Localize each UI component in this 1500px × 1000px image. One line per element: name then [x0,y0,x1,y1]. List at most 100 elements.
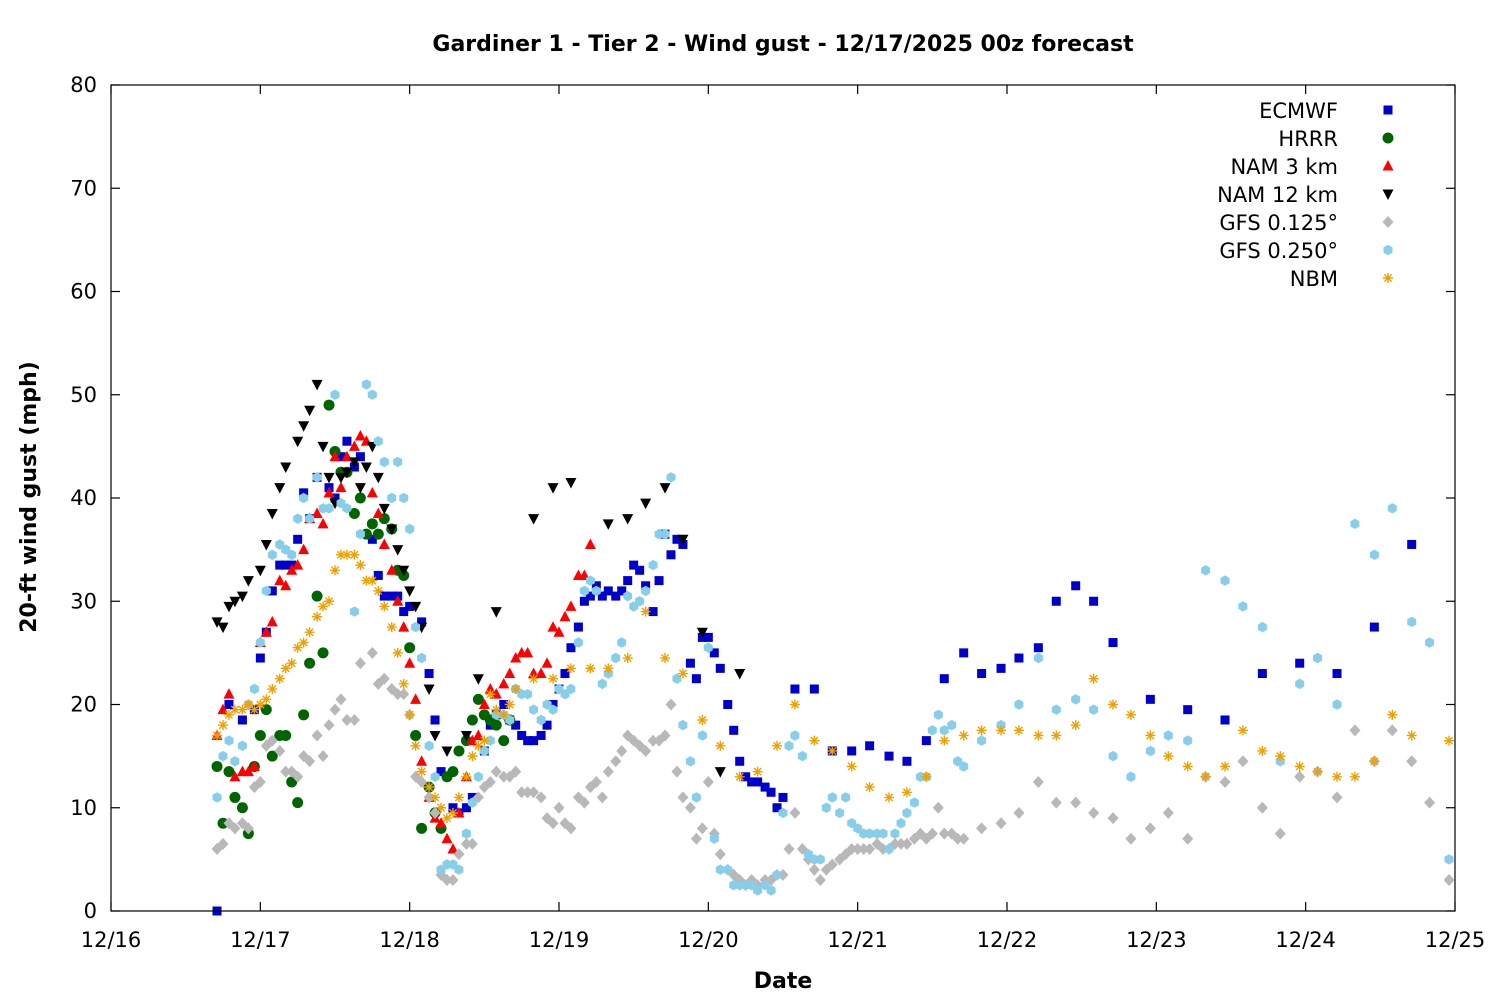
data-point [1145,730,1156,741]
data-point [548,704,558,715]
data-point [286,658,297,669]
data-point [372,472,384,484]
data-point [977,735,987,746]
data-point [640,606,651,617]
data-point [585,591,595,601]
data-point [665,698,677,711]
data-point [217,622,229,634]
data-point [229,704,240,715]
data-point [330,389,340,400]
data-point [1332,771,1343,782]
data-point [367,389,377,400]
data-point [660,528,670,540]
data-point [933,709,943,720]
data-point [1274,827,1286,840]
data-point [354,483,366,494]
data-point [958,730,969,741]
legend-marker [1382,216,1394,228]
data-point [1014,699,1024,710]
data-point [510,684,521,695]
data-point [373,570,383,580]
data-point [341,549,352,560]
data-point [230,756,240,767]
data-point [852,843,864,856]
data-point [565,600,577,611]
data-point [566,683,576,695]
data-point [424,782,435,793]
data-point [287,549,297,560]
data-point [884,751,894,761]
data-point [349,606,359,617]
data-point [734,669,746,680]
data-point [902,756,912,766]
data-point [223,709,234,720]
data-point [703,632,713,642]
data-point [783,843,795,856]
data-point [921,736,931,746]
data-point [1070,720,1081,731]
data-point [304,657,316,669]
data-point [671,765,683,778]
data-point [1295,658,1305,668]
data-point [223,601,235,613]
data-point [466,837,478,850]
data-point [697,714,708,725]
axes: 0 10 20 30 40 50 60 70 80 12/16 12/17 12/18 12/19 12/… [70,73,1485,952]
x-tick-label: 12/20 [678,928,739,952]
data-point [266,750,278,762]
data-point [1200,771,1211,782]
y-tick-label: 10 [70,796,97,820]
y-axis-label: 20-ft wind gust (mph) [17,361,42,633]
data-point [529,704,539,715]
data-point [573,637,583,648]
data-point [714,767,726,778]
data-point [354,430,366,441]
data-point [510,652,522,663]
data-point [709,648,719,658]
data-point [548,700,558,709]
data-point [808,863,820,876]
data-point [354,657,366,670]
data-point [528,514,540,525]
y-tick-label: 60 [70,280,97,304]
data-point [547,483,559,494]
data-point [896,818,906,829]
data-point [274,744,286,757]
data-point [690,832,702,845]
data-point [535,667,547,679]
data-point [423,684,435,696]
data-point [528,786,540,799]
data-point [516,786,528,799]
data-point [1219,775,1231,788]
data-point [473,771,483,782]
data-point [260,626,272,637]
data-point [330,565,340,576]
data-point [747,777,757,787]
data-point [280,462,292,474]
data-point [336,452,346,462]
data-point [809,684,819,694]
data-point [996,663,1006,673]
data-point [959,648,969,658]
data-point [366,646,378,659]
data-point [398,565,410,577]
data-point [417,652,427,664]
y-tick-label: 20 [70,693,97,717]
data-point [404,709,415,720]
data-point [996,725,1007,736]
data-point [1424,796,1436,809]
data-point [441,746,453,757]
data-point [424,669,434,679]
data-point [1089,596,1099,606]
data-point [890,828,900,839]
data-point [591,585,601,597]
data-point [611,652,621,664]
data-point [317,441,329,453]
data-point [654,576,664,586]
x-tick-label: 12/25 [1425,928,1486,952]
data-point [442,813,452,824]
data-point [341,713,353,726]
data-point [323,486,335,498]
data-point [573,622,583,632]
